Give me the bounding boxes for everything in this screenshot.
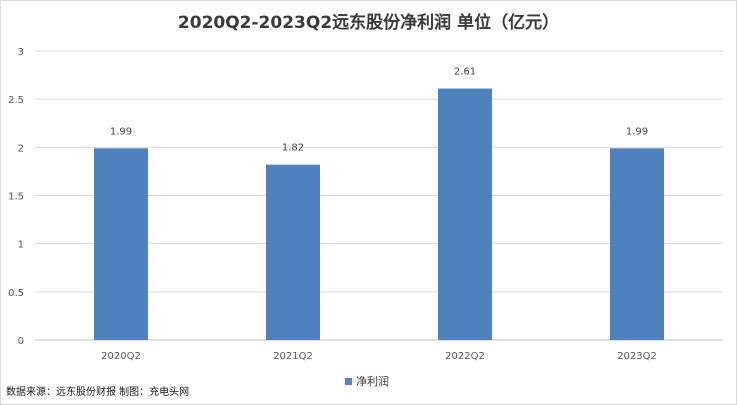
y-tick-label: 2.5 bbox=[8, 95, 24, 106]
y-tick-label: 1 bbox=[18, 240, 24, 251]
data-label: 2.61 bbox=[454, 67, 476, 78]
x-tick-label: 2022Q2 bbox=[445, 351, 485, 362]
data-label: 1.99 bbox=[626, 126, 648, 137]
x-tick-label: 2021Q2 bbox=[273, 351, 313, 362]
bar bbox=[266, 164, 320, 340]
x-tick-label: 2023Q2 bbox=[617, 351, 657, 362]
bar bbox=[438, 88, 492, 340]
y-tick-label: 3 bbox=[18, 47, 24, 58]
data-label: 1.82 bbox=[282, 143, 304, 154]
y-tick-label: 0.5 bbox=[8, 288, 24, 299]
legend-swatch bbox=[345, 378, 352, 385]
y-tick-label: 1.5 bbox=[8, 192, 24, 203]
y-tick-label: 0 bbox=[18, 336, 24, 347]
y-tick-label: 2 bbox=[18, 143, 24, 154]
legend-label: 净利润 bbox=[356, 374, 389, 388]
bar bbox=[610, 148, 664, 340]
x-tick-label: 2020Q2 bbox=[101, 351, 141, 362]
bar bbox=[94, 148, 148, 340]
chart-title: 2020Q2-2023Q2远东股份净利润 单位（亿元） bbox=[177, 13, 560, 33]
data-source-note: 数据来源：远东股份财报 制图：充电头网 bbox=[6, 387, 190, 398]
data-label: 1.99 bbox=[110, 126, 132, 137]
